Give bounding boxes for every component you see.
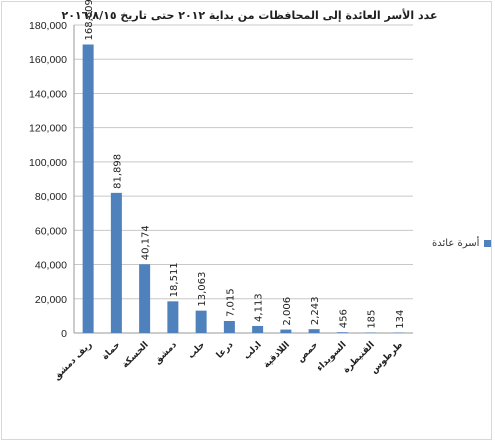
legend-swatch (484, 240, 492, 247)
data-label: 81,898 (112, 154, 123, 189)
bar (82, 44, 94, 333)
x-category-label: دمشق (153, 340, 180, 367)
y-tick-label: 0 (61, 328, 67, 340)
chart-title: عدد الأسر العائدة إلى المحافظات من بداية… (61, 9, 438, 22)
data-label: 168,609 (84, 0, 95, 40)
y-tick-label: 140,000 (29, 88, 67, 100)
bar (336, 332, 348, 333)
x-category-label: ادلب (242, 340, 264, 362)
bar (280, 329, 292, 333)
x-category-label: الحسكة (120, 340, 150, 370)
bar (139, 264, 151, 333)
bar (223, 320, 235, 333)
y-tick-label: 100,000 (29, 157, 67, 169)
data-label: 185 (367, 310, 378, 329)
data-label: 13,063 (197, 272, 208, 307)
y-tick-label: 60,000 (35, 225, 67, 237)
bar (167, 301, 179, 333)
bar (308, 329, 320, 333)
x-category-label: حمص (296, 340, 321, 365)
x-category-label: ريف دمشق (52, 340, 94, 382)
y-tick-label: 80,000 (35, 191, 67, 203)
data-label: 456 (338, 309, 349, 328)
data-label: 40,174 (141, 225, 152, 260)
bar (365, 332, 377, 333)
y-tick-label: 120,000 (29, 123, 67, 135)
y-tick-label: 160,000 (29, 54, 67, 66)
x-category-label: اللاذقية (262, 340, 292, 370)
bar (195, 310, 207, 333)
x-category-label: درعا (215, 340, 236, 361)
data-label: 18,511 (169, 262, 180, 297)
x-category-label: حلب (186, 340, 207, 361)
bar (393, 332, 405, 333)
data-label: 7,015 (225, 288, 236, 317)
y-tick-label: 180,000 (29, 20, 67, 32)
data-label: 4,113 (254, 293, 265, 322)
legend-label: أسرة عائدة (432, 238, 480, 249)
x-category-label: حماة (100, 340, 122, 362)
bar (252, 325, 264, 333)
y-tick-label: 20,000 (35, 294, 67, 306)
legend: أسرة عائدة (432, 238, 492, 249)
data-label: 2,006 (282, 297, 293, 326)
data-label: 2,243 (310, 297, 321, 326)
bar (110, 192, 122, 333)
y-tick-label: 40,000 (35, 260, 67, 272)
data-label: 134 (395, 310, 406, 329)
